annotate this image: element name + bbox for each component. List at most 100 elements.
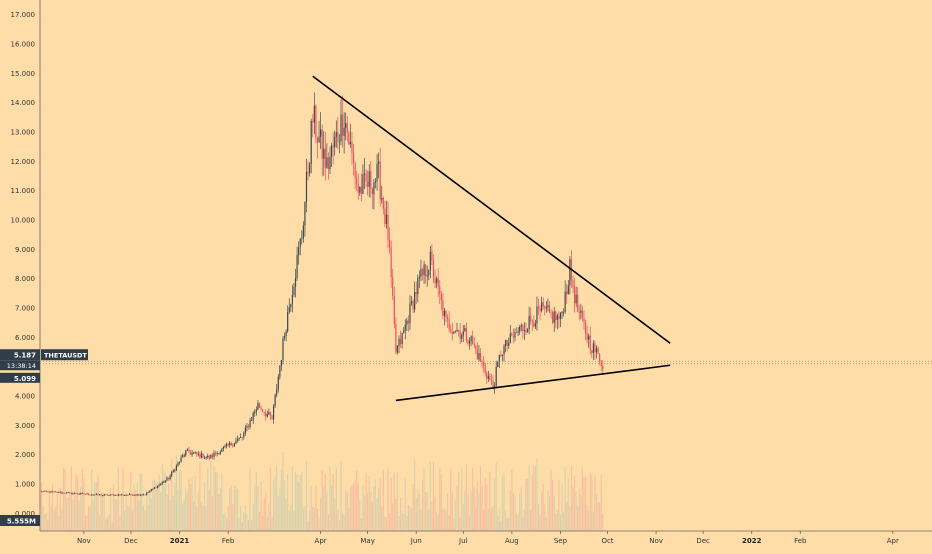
candle-body (550, 311, 552, 313)
volume-bar (486, 483, 488, 531)
volume-bar (233, 486, 235, 531)
volume-bar (213, 466, 215, 531)
volume-bar (105, 519, 107, 531)
candle-body (144, 494, 146, 496)
candle-body (199, 453, 201, 458)
candle-body (213, 453, 215, 458)
candle-body (127, 494, 129, 496)
volume-bar (298, 481, 300, 531)
volume-bar (55, 506, 57, 531)
candle-body (343, 127, 345, 136)
volume-bar (326, 491, 328, 531)
volume-bar (247, 519, 250, 531)
candle-body (523, 330, 526, 331)
volume-bar (124, 511, 126, 531)
candle-body (89, 494, 91, 496)
candle-body (407, 320, 410, 324)
volume-bar (479, 465, 482, 531)
candle-body (335, 132, 337, 137)
volume-bar (175, 455, 177, 531)
volume-bar (227, 506, 229, 531)
volume-bar (343, 515, 345, 531)
candle-body (497, 362, 499, 367)
candle-body (337, 132, 339, 142)
volume-bar (544, 503, 546, 531)
volume-bar (525, 478, 527, 531)
volume-bar (592, 511, 594, 531)
y-tick-label: 11.000 (11, 187, 36, 195)
candle-body (290, 304, 292, 308)
volume-bar (169, 499, 171, 531)
candle-body (61, 492, 63, 494)
candle-body (351, 141, 353, 153)
candle-body (432, 260, 435, 279)
volume-bar (149, 493, 151, 531)
volume-bar (420, 509, 422, 531)
candle-body (539, 308, 541, 311)
x-tick-label: Dec (124, 537, 138, 545)
volume-bar (523, 508, 526, 531)
volume-bar (536, 458, 538, 531)
candle-body (73, 492, 76, 494)
volume-bar (97, 475, 99, 531)
candle-body (244, 427, 246, 433)
volume-bar (200, 501, 203, 531)
candle-body (553, 311, 555, 323)
volume-bar (252, 503, 254, 531)
candle-body (446, 317, 449, 320)
volume-bar (310, 485, 312, 531)
y-tick-label: 6.000 (15, 334, 35, 342)
volume-bar (349, 487, 351, 531)
candle-body (131, 494, 134, 496)
volume-badge (0, 515, 40, 526)
volume-bar (293, 510, 295, 531)
candle-body (501, 354, 504, 356)
volume-bar (208, 490, 210, 531)
candle-body (100, 494, 102, 496)
volume-bar (407, 505, 410, 531)
candle-body (489, 376, 491, 380)
volume-bar (345, 489, 347, 531)
volume-bar (459, 517, 461, 531)
volume-bar (225, 517, 228, 531)
candle-body (62, 492, 65, 494)
volume-bar (329, 466, 331, 531)
candle-body (509, 333, 511, 344)
volume-bar (494, 478, 496, 531)
volume-bar (316, 508, 319, 531)
volume-bar (501, 476, 504, 531)
x-tick-label: Jul (458, 537, 468, 545)
volume-bar (465, 464, 468, 531)
volume-bar (94, 482, 96, 531)
volume-bar (558, 480, 560, 531)
volume-bar (340, 461, 342, 531)
volume-bar (539, 514, 541, 531)
volume-bar (403, 513, 405, 531)
volume-bar (177, 489, 179, 531)
volume-bar (285, 498, 287, 531)
candle-body (370, 171, 372, 189)
candle-body (514, 332, 516, 338)
volume-bar (354, 480, 356, 531)
volume-bar (186, 492, 188, 531)
volume-bar (484, 477, 486, 531)
candle-body (313, 105, 315, 123)
candle-body (572, 280, 574, 288)
candle-body (161, 482, 163, 484)
candle-body (575, 294, 577, 304)
candle-body (119, 494, 121, 496)
candle-body (58, 491, 60, 493)
candle-body (583, 318, 585, 323)
candle-body (252, 412, 254, 421)
candle-body (470, 336, 472, 342)
candle-body (260, 407, 262, 410)
volume-bar (570, 466, 573, 531)
volume-bar (282, 452, 284, 531)
candle-body (368, 171, 370, 187)
candle-body (426, 275, 428, 277)
volume-bar (204, 482, 206, 531)
candle-body (476, 349, 478, 360)
volume-bar (445, 511, 447, 531)
